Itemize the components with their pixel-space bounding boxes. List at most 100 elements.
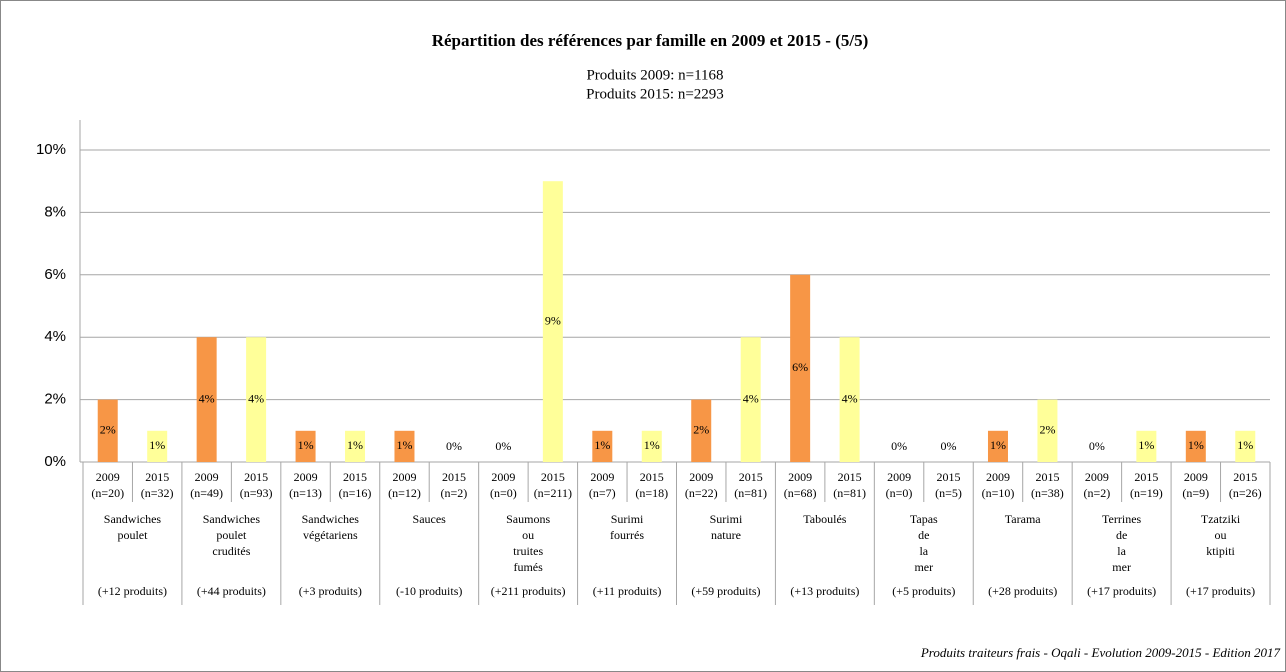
year-label: 2009 <box>294 470 318 484</box>
group-name: Tzatziki <box>1201 512 1241 526</box>
group-name: Sandwiches <box>104 512 162 526</box>
group-change: (+13 produits) <box>790 584 859 598</box>
bar <box>1037 399 1058 462</box>
bar <box>691 399 712 462</box>
bar <box>147 430 168 462</box>
group-name: Taboulés <box>803 512 846 526</box>
year-label: 2009 <box>1085 470 1109 484</box>
subtitle: Produits 2009: n=1168 <box>586 67 723 83</box>
value-label: 4% <box>743 391 759 405</box>
count-label: (n=18) <box>635 486 668 500</box>
bar <box>641 430 662 462</box>
y-tick-label: 6% <box>44 266 66 283</box>
count-label: (n=26) <box>1229 486 1262 500</box>
value-label: 0% <box>446 439 462 453</box>
group-name: Saumons <box>506 512 550 526</box>
value-label: 9% <box>545 313 561 327</box>
source: Produits traiteurs frais - Oqali - Evolu… <box>920 645 1281 660</box>
group-name: poulet <box>216 528 247 542</box>
count-label: (n=7) <box>589 486 616 500</box>
group-change: (-10 produits) <box>396 584 462 598</box>
y-tick-label: 4% <box>44 328 66 345</box>
group-change: (+44 produits) <box>197 584 266 598</box>
group-name: Sauces <box>413 512 447 526</box>
group-name: fumés <box>513 560 543 574</box>
value-label: 0% <box>941 439 957 453</box>
y-tick-label: 0% <box>44 453 66 470</box>
value-label: 4% <box>199 391 215 405</box>
group-change: (+17 produits) <box>1186 584 1255 598</box>
count-label: (n=38) <box>1031 486 1064 500</box>
chart-title: Répartition des références par famille e… <box>432 31 869 50</box>
year-label: 2015 <box>640 470 664 484</box>
group-name: de <box>1116 528 1127 542</box>
group-name: la <box>919 544 928 558</box>
group-name: Terrines <box>1102 512 1141 526</box>
group-name: Surimi <box>710 512 743 526</box>
value-label: 1% <box>1188 438 1204 452</box>
group-name: truites <box>513 544 543 558</box>
group-name: nature <box>711 528 741 542</box>
group-name: mer <box>914 560 933 574</box>
count-label: (n=22) <box>685 486 718 500</box>
count-label: (n=13) <box>289 486 322 500</box>
count-label: (n=81) <box>833 486 866 500</box>
year-label: 2009 <box>788 470 812 484</box>
count-label: (n=0) <box>490 486 517 500</box>
year-label: 2015 <box>739 470 763 484</box>
value-label: 0% <box>495 439 511 453</box>
bar <box>97 399 118 462</box>
count-label: (n=9) <box>1182 486 1209 500</box>
group-name: Tarama <box>1005 512 1041 526</box>
value-label: 1% <box>149 438 165 452</box>
bar <box>839 337 860 462</box>
value-label: 2% <box>100 423 116 437</box>
group-name: crudités <box>212 544 250 558</box>
value-label: 1% <box>990 438 1006 452</box>
value-label: 4% <box>248 391 264 405</box>
year-label: 2015 <box>1035 470 1059 484</box>
count-label: (n=5) <box>935 486 962 500</box>
year-label: 2015 <box>541 470 565 484</box>
group-name: poulet <box>117 528 148 542</box>
year-label: 2009 <box>986 470 1010 484</box>
count-label: (n=12) <box>388 486 421 500</box>
count-label: (n=0) <box>886 486 913 500</box>
y-tick-label: 10% <box>36 141 66 158</box>
group-name: la <box>1117 544 1126 558</box>
group-name: Sandwiches <box>302 512 360 526</box>
year-label: 2009 <box>392 470 416 484</box>
group-change: (+12 produits) <box>98 584 167 598</box>
group-change: (+11 produits) <box>593 584 662 598</box>
group-name: Tapas <box>910 512 938 526</box>
bar <box>196 337 217 462</box>
bar <box>740 337 761 462</box>
group-change: (+28 produits) <box>988 584 1057 598</box>
year-label: 2009 <box>96 470 120 484</box>
count-label: (n=81) <box>734 486 767 500</box>
year-label: 2015 <box>442 470 466 484</box>
bar <box>987 430 1008 462</box>
count-label: (n=10) <box>982 486 1015 500</box>
value-label: 1% <box>644 438 660 452</box>
bar <box>1185 430 1206 462</box>
group-name: mer <box>1112 560 1131 574</box>
count-label: (n=93) <box>240 486 273 500</box>
value-label: 6% <box>792 360 808 374</box>
count-label: (n=211) <box>534 486 572 500</box>
year-label: 2015 <box>244 470 268 484</box>
subtitle: Produits 2015: n=2293 <box>586 86 724 102</box>
value-label: 2% <box>693 423 709 437</box>
year-label: 2009 <box>195 470 219 484</box>
count-label: (n=2) <box>441 486 468 500</box>
year-label: 2015 <box>1134 470 1158 484</box>
group-change: (+3 produits) <box>299 584 362 598</box>
value-label: 1% <box>1138 438 1154 452</box>
y-tick-label: 8% <box>44 203 66 220</box>
value-label: 1% <box>396 438 412 452</box>
group-name: ou <box>1215 528 1227 542</box>
count-label: (n=19) <box>1130 486 1163 500</box>
count-label: (n=2) <box>1084 486 1111 500</box>
year-label: 2015 <box>343 470 367 484</box>
